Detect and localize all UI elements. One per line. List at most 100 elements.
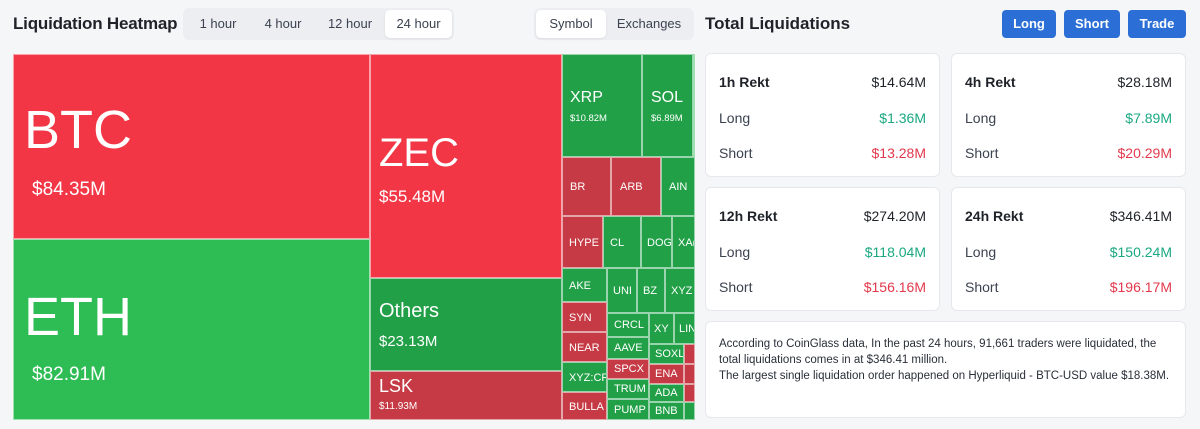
- long-label: Long: [719, 110, 751, 126]
- long-label: Long: [965, 244, 997, 260]
- card-total: $28.18M: [1117, 74, 1172, 90]
- tile-eth[interactable]: ETH $82.91M: [13, 239, 370, 420]
- tile-symbol: Others: [379, 300, 440, 322]
- tile-symbol: ZEC: [379, 131, 459, 175]
- tile-lsk[interactable]: LSK $11.93M: [370, 371, 562, 420]
- tile-symbol: BNB: [655, 405, 678, 417]
- tile-lin[interactable]: LIN: [674, 313, 695, 344]
- tile-symbol: SOXL: [655, 348, 684, 360]
- tile-cl[interactable]: CL: [603, 216, 641, 268]
- long-button[interactable]: Long: [1002, 10, 1056, 38]
- tile-value: $6.89M: [651, 113, 683, 124]
- tile-br[interactable]: BR: [562, 157, 611, 216]
- tile-symbol: SOL: [651, 89, 684, 106]
- tile-ain[interactable]: AIN: [661, 157, 695, 216]
- tile-zec[interactable]: ZEC $55.48M: [370, 54, 562, 278]
- short-label: Short: [719, 279, 753, 295]
- tile-syn[interactable]: SYN: [562, 302, 607, 332]
- page-title: Liquidation Heatmap: [13, 14, 178, 33]
- tile-sol[interactable]: SOL $6.89M: [642, 54, 693, 157]
- tile-value: $10.82M: [570, 113, 607, 124]
- tile-symbol: BTC: [24, 100, 132, 160]
- tile-symbol: UNI: [613, 285, 632, 297]
- card-24h-rekt: 24h Rekt $346.41M Long $150.24M Short $196.…: [951, 187, 1186, 311]
- tile-symbol: SYN: [569, 312, 592, 324]
- tile-symbol: ADA: [655, 387, 678, 399]
- tile-small[interactable]: [684, 402, 695, 420]
- view-tabs: Symbol Exchanges: [534, 8, 694, 40]
- tile-bnb[interactable]: BNB: [649, 402, 684, 420]
- tile-near[interactable]: NEAR: [562, 332, 607, 362]
- tile-ada[interactable]: ADA: [649, 384, 684, 402]
- card-4h-rekt: 4h Rekt $28.18M Long $7.89M Short $20.29M: [951, 53, 1186, 177]
- tile-symbol: ETH: [24, 287, 132, 347]
- tile-value: $55.48M: [379, 187, 446, 206]
- tile-symbol: BULLA: [569, 401, 604, 413]
- tab-12-hour[interactable]: 12 hour: [327, 16, 373, 31]
- tile-xa[interactable]: XA(: [672, 216, 695, 268]
- tile-symbol: XYZ:CR(: [569, 372, 606, 384]
- tile-hype[interactable]: HYPE: [562, 216, 603, 268]
- tile-symbol: XY: [654, 323, 669, 335]
- trade-button[interactable]: Trade: [1128, 10, 1186, 38]
- tile-arb[interactable]: ARB: [611, 157, 661, 216]
- tile-crcl[interactable]: CRCL: [607, 313, 649, 337]
- short-label: Short: [965, 145, 999, 161]
- tab-exchanges[interactable]: Exchanges: [616, 16, 682, 31]
- tile-value: $82.91M: [32, 364, 106, 385]
- summary-line-2: The largest single liquidation order hap…: [719, 370, 1170, 382]
- tile-small[interactable]: [684, 384, 695, 402]
- short-label: Short: [719, 145, 753, 161]
- liquidation-summary: According to CoinGlass data, In the past…: [705, 321, 1186, 418]
- short-value: $196.17M: [1109, 279, 1172, 295]
- tile-uni[interactable]: UNI: [607, 268, 637, 313]
- card-label: 4h Rekt: [965, 74, 1016, 90]
- tile-value: $11.93M: [379, 401, 418, 412]
- card-label: 1h Rekt: [719, 74, 770, 90]
- tile-symbol: NEAR: [569, 342, 600, 354]
- card-total: $274.20M: [863, 208, 926, 224]
- tile-spcx[interactable]: SPCX: [607, 359, 649, 379]
- short-value: $156.16M: [863, 279, 926, 295]
- tile-xrp[interactable]: XRP $10.82M: [562, 54, 642, 157]
- tile-btc[interactable]: BTC $84.35M: [13, 54, 370, 239]
- tile-ena[interactable]: ENA: [649, 364, 684, 384]
- tile-xyzcr[interactable]: XYZ:CR(: [562, 362, 607, 392]
- tile-ake[interactable]: AKE: [562, 268, 607, 302]
- tab-1-hour[interactable]: 1 hour: [199, 16, 237, 31]
- tab-symbol[interactable]: Symbol: [536, 10, 606, 38]
- tile-bulla[interactable]: BULLA: [562, 392, 607, 420]
- card-total: $346.41M: [1109, 208, 1172, 224]
- long-label: Long: [719, 244, 751, 260]
- tile-symbol: TRUM: [614, 383, 646, 395]
- tile-bz[interactable]: BZ: [637, 268, 665, 313]
- tile-symbol: LIN: [679, 323, 695, 335]
- tile-symbol: BZ: [643, 285, 658, 297]
- tab-24-hour[interactable]: 24 hour: [385, 10, 452, 38]
- tile-symbol: SPCX: [614, 363, 644, 375]
- tile-symbol: XYZ: [671, 285, 693, 297]
- tile-pump[interactable]: PUMP: [607, 399, 649, 420]
- tile-soxl[interactable]: SOXL: [649, 344, 684, 364]
- short-value: $13.28M: [871, 145, 926, 161]
- tile-symbol: XRP: [570, 89, 603, 106]
- tile-small[interactable]: [684, 344, 695, 364]
- tile-small[interactable]: [684, 364, 695, 384]
- tile-symbol: AIN: [669, 181, 688, 193]
- tile-symbol: LSK: [379, 376, 414, 396]
- tile-xy[interactable]: XY: [649, 313, 674, 344]
- card-1h-rekt: 1h Rekt $14.64M Long $1.36M Short $13.28M: [705, 53, 940, 177]
- tile-others[interactable]: Others $23.13M: [370, 278, 562, 371]
- tile-aave[interactable]: AAVE: [607, 337, 649, 359]
- tab-4-hour[interactable]: 4 hour: [264, 16, 302, 31]
- tile-doge[interactable]: DOG: [641, 216, 672, 268]
- tile-xyz[interactable]: XYZ: [665, 268, 695, 313]
- short-label: Short: [965, 279, 999, 295]
- short-value: $20.29M: [1117, 145, 1172, 161]
- tile-symbol: PUMP: [614, 404, 646, 416]
- short-button[interactable]: Short: [1064, 10, 1120, 38]
- tile-symbol: AKE: [569, 280, 592, 292]
- tile-trum[interactable]: TRUM: [607, 379, 649, 399]
- long-label: Long: [965, 110, 997, 126]
- tile-value: $23.13M: [379, 333, 438, 350]
